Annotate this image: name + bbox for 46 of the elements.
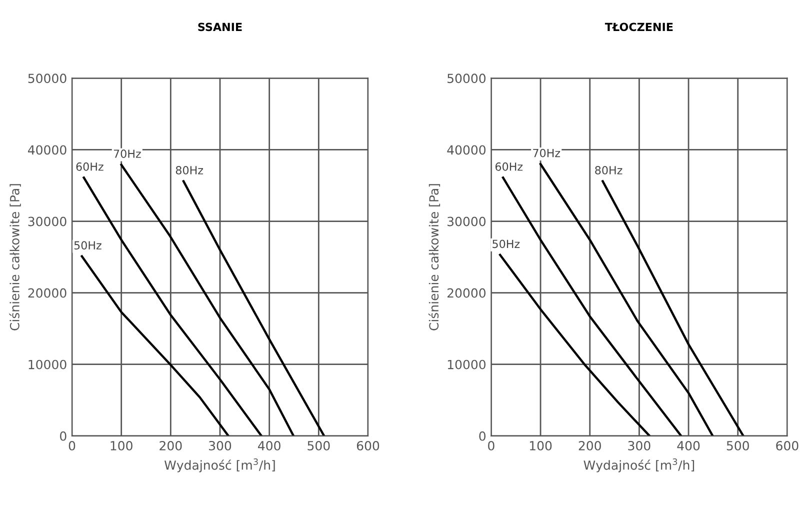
y-tick-label: 10000 [448,360,486,370]
series-label: 80Hz [595,166,622,174]
series-label: 80Hz [176,166,204,174]
series-label: 70Hz [114,150,141,158]
x-tick-label: 300 [209,440,232,450]
chart-title: SSANIE [198,22,242,32]
line-series [80,255,230,436]
y-tick-label: 30000 [448,216,486,226]
x-tick-label: 600 [356,440,380,450]
x-tick-label: 400 [258,440,280,450]
line-series [539,162,714,436]
y-tick-label: 0 [60,431,66,441]
x-tick-label: 600 [776,440,798,450]
y-tick-label: 20000 [28,288,66,298]
x-tick-label: 0 [68,440,76,450]
x-tick-label: 500 [308,440,330,450]
y-tick-label: 0 [479,431,486,441]
series-label: 60Hz [495,162,523,171]
series-label: 50Hz [492,240,520,248]
y-axis-title: Ciśnienie całkowite [Pa] [9,184,21,330]
y-axis-title: Ciśnienie całkowite [Pa] [428,184,440,330]
y-tick-label: 50000 [28,74,66,84]
chart-title: TŁOCZENIE [604,22,673,32]
x-axis-title: Wydajność [m$^{3}$/h] [164,458,275,472]
x-tick-label: 300 [628,440,650,450]
line-series [498,254,651,436]
line-series [602,180,744,436]
series-label: 60Hz [76,162,104,171]
x-tick-label: 100 [110,440,132,450]
line-series [120,164,295,436]
x-tick-label: 200 [578,440,601,450]
y-tick-label: 20000 [447,288,486,298]
line-series [182,180,326,436]
x-tick-label: 200 [160,440,182,450]
x-tick-label: 400 [677,440,700,450]
y-tick-label: 10000 [28,360,66,370]
y-tick-label: 50000 [448,74,486,84]
x-tick-label: 500 [726,440,749,450]
y-tick-label: 30000 [28,216,66,226]
series-label: 70Hz [533,148,560,158]
y-tick-label: 40000 [28,145,66,155]
x-tick-label: 0 [488,440,494,450]
series-label: 50Hz [74,241,102,250]
x-axis-title: Wydajność [m$^{3}$/h] [584,458,694,472]
x-tick-label: 100 [530,440,552,450]
y-tick-label: 40000 [447,145,486,155]
